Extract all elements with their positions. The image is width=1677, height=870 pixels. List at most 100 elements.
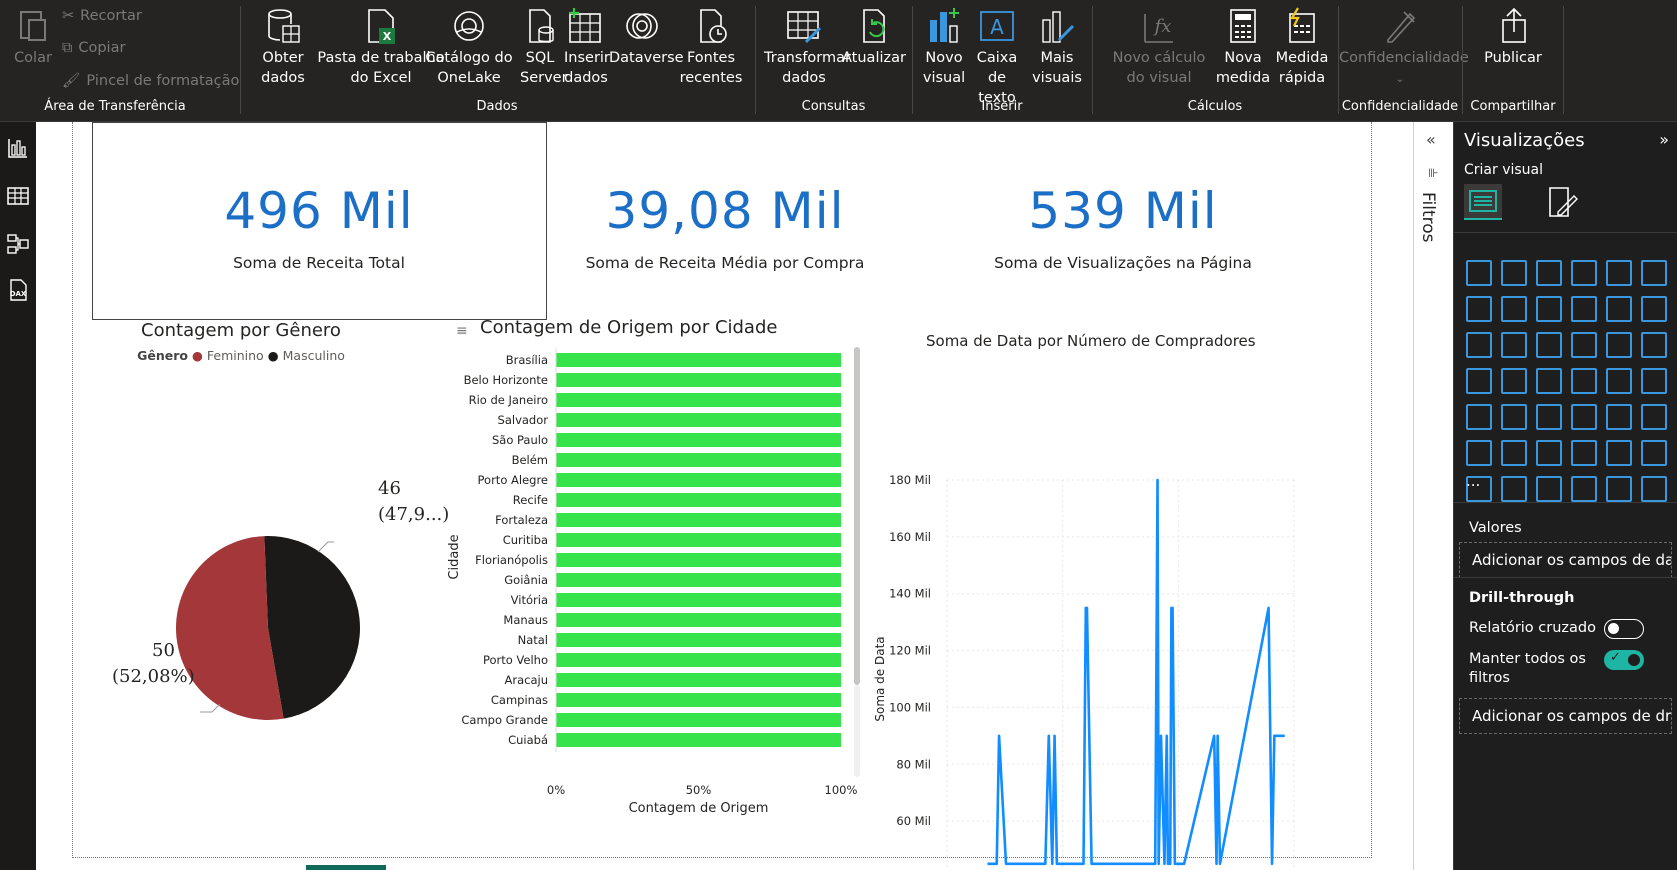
clustered-bar-icon[interactable] — [1536, 260, 1562, 286]
fabric-icon[interactable] — [1606, 476, 1632, 502]
line-clustered-icon[interactable] — [1641, 296, 1667, 322]
table-view-icon[interactable] — [6, 184, 30, 208]
paginated-report-icon[interactable] — [1466, 476, 1492, 502]
chevron-down-icon: ⌄ — [1395, 74, 1405, 85]
paste-button[interactable]: Colar — [10, 6, 56, 68]
slice-count: 46 — [378, 478, 401, 499]
waterfall-icon[interactable] — [1501, 332, 1527, 358]
collapse-right-icon[interactable]: » — [1659, 130, 1669, 149]
more-visuals-button[interactable]: Mais visuais — [1027, 6, 1087, 88]
donut-icon[interactable] — [1641, 332, 1667, 358]
decomposition-tree-icon[interactable] — [1536, 440, 1562, 466]
funnel-icon[interactable] — [1536, 332, 1562, 358]
stacked-column-icon[interactable] — [1501, 260, 1527, 286]
filters-pane[interactable]: « ⊪ Filtros — [1413, 122, 1453, 870]
recent-sources-button[interactable]: Fontes recentes — [673, 6, 749, 88]
goals-icon[interactable] — [1641, 440, 1667, 466]
quick-measure-button[interactable]: Medida rápida — [1271, 6, 1333, 88]
line-chart-visual[interactable]: Soma de Data por Número de Compradores 4… — [866, 332, 1296, 870]
copy-button[interactable]: ⧉ Copiar — [62, 40, 125, 56]
transform-data-button[interactable]: Transformar dados — [764, 6, 851, 88]
bar-category-label: São Paulo — [492, 433, 548, 447]
python-visual-icon[interactable] — [1466, 440, 1492, 466]
selected-card-frame[interactable] — [92, 122, 547, 320]
more-visuals-ellipsis[interactable]: ... — [1466, 472, 1481, 490]
r-visual-icon[interactable] — [1641, 404, 1667, 430]
keep-filters-toggle[interactable]: ✓ — [1604, 650, 1644, 670]
pie-icon[interactable] — [1606, 332, 1632, 358]
vis-pane-title: Visualizações — [1464, 130, 1585, 151]
format-painter-button[interactable]: 🖌 Pincel de formatação — [62, 72, 239, 90]
kpi-icon[interactable] — [1501, 404, 1527, 430]
calculations-group-label: Cálculos — [1187, 99, 1243, 114]
new-measure-button[interactable]: Nova medida — [1213, 6, 1273, 88]
stacked-bar-icon[interactable] — [1466, 260, 1492, 286]
sql-server-button[interactable]: SQL Server — [517, 6, 568, 88]
drillthrough-field-well[interactable]: Adicionar os campos de dr... — [1459, 698, 1672, 734]
format-visual-icon[interactable] — [1546, 186, 1578, 218]
build-visual-tab[interactable] — [1464, 184, 1502, 220]
cross-report-toggle[interactable] — [1604, 619, 1644, 639]
qna-icon[interactable] — [1571, 440, 1597, 466]
100-bar-icon[interactable] — [1606, 260, 1632, 286]
treemap-icon[interactable] — [1466, 368, 1492, 394]
refresh-button[interactable]: Atualizar — [842, 6, 906, 68]
dax-query-view-icon[interactable]: DAX — [6, 278, 30, 302]
publish-button[interactable]: Publicar — [1475, 6, 1551, 68]
new-card-icon[interactable] — [1571, 476, 1597, 502]
pie-chart-visual[interactable]: Contagem por Gênero Gênero ● Feminino ● Ma… — [96, 320, 496, 820]
100-area-icon[interactable] — [1571, 296, 1597, 322]
collapse-left-icon[interactable]: « — [1426, 130, 1436, 149]
filled-map-icon[interactable] — [1536, 368, 1562, 394]
power-apps-icon[interactable] — [1501, 476, 1527, 502]
gauge-icon[interactable] — [1606, 368, 1632, 394]
values-field-well[interactable]: Adicionar os campos de da... — [1459, 542, 1672, 578]
enter-data-button[interactable]: Inserir dados — [563, 6, 610, 88]
line-column-icon[interactable] — [1606, 296, 1632, 322]
x-tick-label: 0% — [547, 783, 565, 797]
new-visual-button[interactable]: Novo visual — [921, 6, 967, 88]
stacked-area-icon[interactable] — [1536, 296, 1562, 322]
pane-divider — [1454, 577, 1677, 578]
text-box-button[interactable]: A Caixa de texto — [967, 6, 1027, 108]
dataverse-button[interactable]: Dataverse — [609, 6, 684, 68]
new-visual-calc-button[interactable]: fx Novo cálculo do visual — [1101, 6, 1217, 88]
table-icon[interactable] — [1571, 404, 1597, 430]
bar-category-label: Recife — [513, 493, 548, 507]
onelake-button[interactable]: Catálogo do OneLake — [419, 6, 519, 88]
model-view-icon[interactable] — [6, 232, 30, 256]
y-axis-title: Soma de Data — [873, 636, 887, 721]
get-more-visuals-icon[interactable] — [1641, 476, 1667, 502]
azure-map-icon[interactable] — [1571, 368, 1597, 394]
filter-icon[interactable]: ≡ — [456, 323, 468, 339]
clustered-column-icon[interactable] — [1571, 260, 1597, 286]
ribbon-chart-icon[interactable] — [1466, 332, 1492, 358]
card-icon[interactable] — [1641, 368, 1667, 394]
narrative-icon[interactable] — [1606, 440, 1632, 466]
multi-row-card-icon[interactable] — [1466, 404, 1492, 430]
map-icon[interactable] — [1501, 368, 1527, 394]
matrix-icon[interactable] — [1606, 404, 1632, 430]
100-column-icon[interactable] — [1641, 260, 1667, 286]
key-influencers-icon[interactable] — [1501, 440, 1527, 466]
pie-slice-masculino — [264, 536, 361, 719]
excel-button[interactable]: X Pasta de trabalho do Excel — [311, 6, 451, 88]
ribbon: Colar ✂ Recortar ⧉ Copiar 🖌 Pincel de forma… — [0, 0, 1677, 122]
cut-button[interactable]: ✂ Recortar — [62, 8, 142, 24]
quick-measure-icon — [1289, 7, 1315, 43]
data-group-label: Dados — [476, 99, 518, 114]
y-tick-label: 80 Mil — [896, 757, 931, 771]
get-data-label: Obter dados — [261, 50, 305, 86]
more-visuals-icon — [1042, 11, 1075, 43]
get-data-button[interactable]: Obter dados — [253, 6, 313, 88]
sensitivity-button[interactable]: Confidencialidade ⌄ — [1339, 6, 1469, 90]
sensitivity-group-label: Confidencialidade — [1341, 99, 1459, 114]
slicer-icon[interactable] — [1536, 404, 1562, 430]
scatter-icon[interactable] — [1571, 332, 1597, 358]
power-automate-icon[interactable] — [1536, 476, 1562, 502]
area-chart-icon[interactable] — [1501, 296, 1527, 322]
page-tab-indicator[interactable] — [306, 865, 386, 870]
line-chart-icon[interactable] — [1466, 296, 1492, 322]
report-view-icon[interactable] — [6, 136, 30, 160]
bar-chart-visual[interactable]: ≡ Contagem de Origem por Cidade Brasília… — [406, 317, 861, 816]
